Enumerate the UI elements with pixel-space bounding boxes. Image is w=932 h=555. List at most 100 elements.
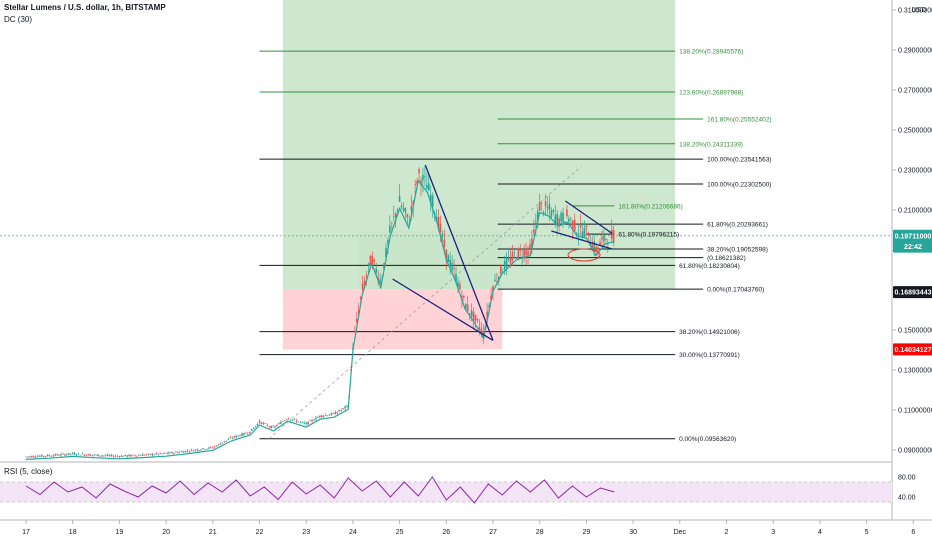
candle-body [48,455,51,456]
candle-body [410,206,413,211]
candle-body [46,454,49,457]
candle-body [332,413,335,414]
y-tick-label: 0.09000000 [898,448,932,455]
candle-body [83,454,86,456]
highlight-ellipse [567,248,601,262]
candle-body [527,250,529,256]
candle-body [184,451,187,453]
candle-body [180,451,183,452]
candle-body [361,283,364,290]
candle-body [104,455,107,456]
y-tick-label: 0.25000000 [898,128,932,135]
candle-body [143,454,146,456]
candle-body [114,455,117,457]
candle-body [29,456,31,458]
candle-body [25,456,27,458]
candle-body [291,419,294,421]
candle-body [570,218,572,220]
candle-body [499,265,502,274]
candle-body [254,426,257,427]
candle-body [289,419,292,421]
candle-body [488,305,490,308]
candle-body [383,263,385,270]
y-tick-label: 0.21000000 [898,208,932,215]
candle-body [161,453,164,455]
candle-body [605,238,607,240]
x-tick-label: 3 [771,529,775,536]
candle-body [245,433,247,434]
candle-body [431,195,434,207]
candle-body [194,449,197,451]
candle-body [103,455,105,457]
candle-body [595,246,597,253]
candle-body [324,415,327,416]
candle-body [554,215,557,223]
candle-body [392,216,395,217]
fib-label: 61.80%(0.19796215) [618,232,679,239]
candle-body [145,454,148,455]
candle-body [581,231,584,238]
candle-body [56,454,58,456]
candle-body [272,426,274,428]
candle-body [334,412,337,415]
candle-body [31,456,33,458]
candle-body [583,227,586,238]
x-tick-label: 28 [536,529,544,536]
candle-body [87,454,90,456]
candle-body [328,414,331,416]
candle-body [365,275,368,277]
candle-body [313,420,315,421]
candle-body [89,454,92,456]
candle-body [147,453,150,455]
candle-body [429,194,432,204]
zone-red [282,289,503,350]
candle-body [118,456,121,458]
candle-body [248,431,251,434]
fib-label: 123.60%(0.26897988) [679,90,743,97]
candle-body [379,279,381,284]
candle-body [231,438,234,439]
candle-body [416,180,418,185]
candle-body [260,422,263,425]
candle-body [459,284,461,290]
x-tick-label: 22 [256,529,264,536]
candle-body [155,453,158,454]
candle-body [219,443,222,445]
candle-body [202,447,204,449]
trendline [565,200,613,234]
candle-body [455,274,457,283]
candle-body [77,453,80,454]
candle-body [509,257,512,264]
candle-body [93,454,95,456]
candle-body [241,433,243,436]
candle-body [474,314,477,321]
candle-body [293,419,296,420]
candle-body [326,415,329,417]
candle-body [217,443,220,445]
candle-body [227,439,230,440]
candle-body [536,210,539,222]
candle-body [173,452,175,454]
candle-body [256,423,259,426]
candle-body [544,201,547,207]
candle-body [533,229,535,233]
candle-body [225,440,228,442]
price-badge [893,343,932,356]
candle-body [468,313,471,315]
candle-body [566,209,568,217]
candle-body [75,454,78,456]
candle-body [607,243,609,245]
candle-body [320,415,323,418]
candle-body [186,450,189,452]
candle-body [124,454,127,456]
fib-label: 138.20%(0.24311339) [679,141,743,148]
candle-body [169,452,171,454]
candle-body [110,454,113,456]
candle-body [560,212,562,222]
candle-body [523,249,525,259]
candle-body [262,423,265,424]
candle-body [182,451,185,453]
candle-body [54,454,56,456]
